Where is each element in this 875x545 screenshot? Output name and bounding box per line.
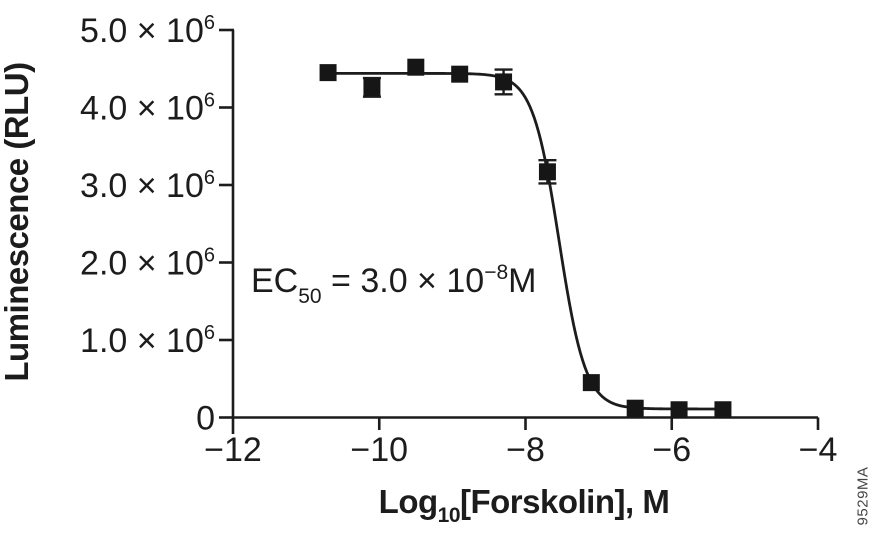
x-axis-title: Log10[Forskolin], M [379, 483, 670, 527]
x-tick-label: −12 [204, 431, 262, 469]
data-point-marker [582, 374, 600, 392]
data-point-marker [714, 401, 732, 419]
data-point-marker [363, 78, 381, 96]
y-tick-label: 4.0 × 106 [80, 90, 215, 128]
y-tick-label: 5.0 × 106 [80, 12, 215, 50]
x-tick-label: −6 [652, 431, 691, 469]
y-tick-label: 0 [196, 400, 215, 438]
data-point-marker [670, 401, 688, 419]
data-point-marker [538, 163, 556, 181]
y-axis-title: Luminescence (RLU) [0, 62, 35, 381]
figure-code-watermark: 9529MA [854, 466, 872, 526]
y-tick-label: 2.0 × 106 [80, 245, 215, 283]
data-point-marker [495, 73, 513, 91]
x-tick-label: −8 [506, 431, 545, 469]
fit-curve [326, 72, 725, 411]
x-tick-label: −4 [799, 431, 838, 469]
data-point-marker [451, 65, 469, 83]
data-point-marker [626, 399, 644, 417]
x-tick-label: −10 [350, 431, 408, 469]
ec50-annotation: EC50 = 3.0 × 10−8M [251, 261, 536, 308]
y-tick-label: 1.0 × 106 [80, 322, 215, 360]
data-point-marker [319, 64, 337, 82]
y-tick-label: 3.0 × 106 [80, 167, 215, 205]
data-point-marker [407, 58, 425, 76]
